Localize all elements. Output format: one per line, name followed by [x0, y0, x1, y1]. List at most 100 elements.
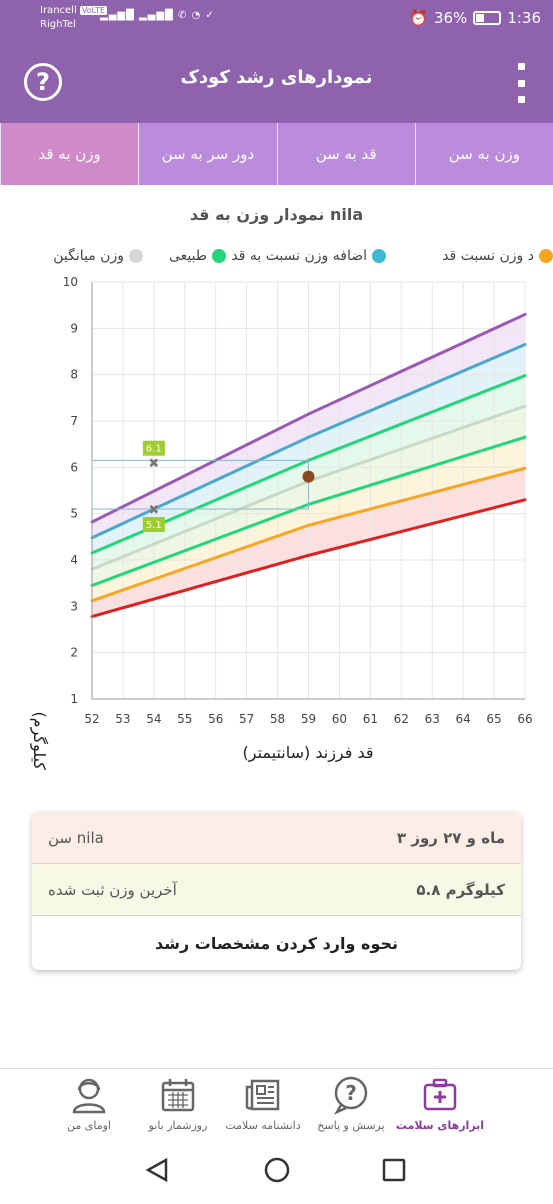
x-tick-label: 55: [177, 712, 192, 726]
x-tick-label: 58: [270, 712, 285, 726]
recents-icon[interactable]: [382, 1158, 406, 1182]
tab-weight-for-age[interactable]: وزن به سن: [414, 123, 553, 185]
y-tick-label: 10: [63, 275, 78, 289]
legend-item-average[interactable]: وزن میانگین: [53, 248, 143, 264]
x-tick-label: 57: [239, 712, 254, 726]
x-tick-label: 54: [146, 712, 161, 726]
tab-height-for-age[interactable]: قد به سن: [276, 123, 415, 185]
signal-icons: ▂▄▆█ ▂▄▆█ ✆ ◔ ✓: [100, 10, 215, 21]
series-line-6: [90, 498, 527, 619]
y-tick-label: 4: [70, 553, 78, 567]
age-row: سن nila ۳ ماه و ۲۷ روز: [32, 812, 521, 864]
marker-label: 6.1: [146, 444, 162, 455]
legend-dot: [539, 249, 553, 263]
status-right: ⏰ 36% 1:36: [409, 9, 541, 27]
weight-label: آخرین وزن ثبت شده: [48, 880, 177, 899]
x-tick-label: 60: [332, 712, 347, 726]
nav-qa[interactable]: ? پرسش و پاسخ: [306, 1075, 396, 1132]
legend-label: وزن میانگین: [53, 248, 124, 264]
reference-box: [91, 459, 309, 510]
legend-item-overweight[interactable]: اضافه وزن نسبت به قد: [231, 248, 386, 264]
x-tick-label: 63: [425, 712, 440, 726]
y-tick-label: 5: [70, 507, 78, 521]
howto-button[interactable]: نحوه وارد کردن مشخصات رشد: [154, 933, 399, 953]
help-icon[interactable]: ?: [24, 63, 62, 101]
nav-label: روزشمار بانو: [148, 1119, 208, 1132]
weight-value: ۵.۸ کیلوگرم: [416, 880, 505, 899]
marker-x: ✖: [148, 503, 159, 518]
volte-badge: VoLTE: [79, 6, 107, 15]
legend-item-normal[interactable]: طبیعی: [169, 248, 226, 264]
nav-label: دانشنامه سلامت: [225, 1119, 301, 1132]
y-tick-label: 8: [70, 368, 78, 382]
nav-encyclopedia[interactable]: دانشنامه سلامت: [218, 1075, 308, 1132]
x-tick-label: 65: [486, 712, 501, 726]
clock: 1:36: [507, 9, 541, 27]
child-data-point: [302, 470, 315, 483]
y-tick-label: 1: [70, 692, 78, 706]
y-axis-label: وزن (کیلوگرم): [29, 711, 49, 770]
question-bubble-icon: ?: [334, 1076, 368, 1115]
series-line-1: [90, 343, 527, 540]
y-tick-label: 9: [70, 321, 78, 335]
back-icon[interactable]: [145, 1157, 168, 1183]
child-info-card: سن nila ۳ ماه و ۲۷ روز آخرین وزن ثبت شده…: [32, 812, 521, 970]
legend-item-underweight[interactable]: د وزن نسبت قد: [442, 248, 553, 264]
nav-health-tools[interactable]: ابزارهای سلامت: [395, 1075, 485, 1132]
carrier-info: Irancell VoLTE RighTel: [40, 4, 107, 32]
chart-axes: 52 53 54 55 56 57 58 59 60 61 62 63 64 65 661234567891…: [63, 275, 533, 726]
medical-kit-icon: [423, 1078, 457, 1111]
user-avatar-icon: [72, 1078, 106, 1114]
age-value: ۳ ماه و ۲۷ روز: [396, 828, 505, 847]
battery-icon: [473, 11, 502, 25]
y-tick-label: 3: [70, 599, 78, 613]
calendar-icon: [161, 1079, 195, 1112]
chart-tabs: وزن به سن قد به سن دور سر به سن وزن به ق…: [0, 123, 553, 185]
weight-for-height-chart: 52 53 54 55 56 57 58 59 60 61 62 63 64 65 661234567891…: [29, 275, 533, 770]
x-tick-label: 61: [363, 712, 378, 726]
marker-label: 5.1: [146, 520, 162, 531]
legend-dot: [372, 249, 386, 263]
tab-weight-for-height[interactable]: وزن به قد: [0, 123, 139, 185]
tab-head-circumference[interactable]: دور سر به سن: [138, 123, 276, 185]
home-icon[interactable]: [264, 1157, 290, 1183]
weight-row: آخرین وزن ثبت شده ۵.۸ کیلوگرم: [32, 864, 521, 916]
series-line-0: [90, 312, 527, 524]
x-tick-label: 64: [456, 712, 471, 726]
x-tick-label: 56: [208, 712, 223, 726]
y-tick-label: 2: [70, 646, 78, 660]
x-tick-label: 53: [115, 712, 130, 726]
series-line-5: [90, 466, 527, 603]
nav-profile[interactable]: اومای من: [44, 1075, 134, 1132]
page-title: نمودارهای رشد کودک: [180, 67, 373, 88]
x-tick-label: 52: [84, 712, 99, 726]
marker-label-bg: [142, 440, 165, 456]
carrier-name-2: RighTel: [40, 19, 76, 30]
chart-markers: ✖ 6.1 ✖ 5.1: [91, 440, 315, 533]
nav-label: ابزارهای سلامت: [395, 1119, 485, 1132]
bottom-nav: ابزارهای سلامت ? پرسش و پاسخ دانشنامه سل…: [0, 1068, 553, 1140]
nav-calendar[interactable]: روزشمار بانو: [133, 1075, 223, 1132]
y-tick-label: 6: [70, 460, 78, 474]
nav-label: اومای من: [67, 1119, 111, 1132]
chart-title: نمودار وزن به قد nila: [189, 205, 364, 224]
legend-label: اضافه وزن نسبت به قد: [231, 248, 367, 264]
legend-label: د وزن نسبت قد: [442, 248, 534, 264]
age-label: سن nila: [48, 828, 104, 847]
alarm-icon: ⏰: [409, 9, 428, 27]
legend-dot: [129, 249, 143, 263]
marker-label-bg: [142, 517, 165, 533]
system-nav-bar: [0, 1140, 553, 1200]
x-tick-label: 59: [301, 712, 316, 726]
chart-grid: [91, 281, 526, 700]
y-tick-label: 7: [70, 414, 78, 428]
overflow-menu-icon[interactable]: [517, 63, 525, 103]
legend-dot: [212, 249, 226, 263]
system-nav-icons: [145, 1157, 406, 1183]
x-axis-label: قد فرزند (سانتیمتر): [242, 743, 373, 763]
chart-legend: وزن میانگین طبیعی اضافه وزن نسبت به قد د…: [0, 248, 553, 270]
legend-label: طبیعی: [168, 248, 207, 264]
svg-text:?: ?: [345, 1081, 357, 1105]
newspaper-icon: [245, 1079, 280, 1111]
x-tick-label: 62: [394, 712, 409, 726]
